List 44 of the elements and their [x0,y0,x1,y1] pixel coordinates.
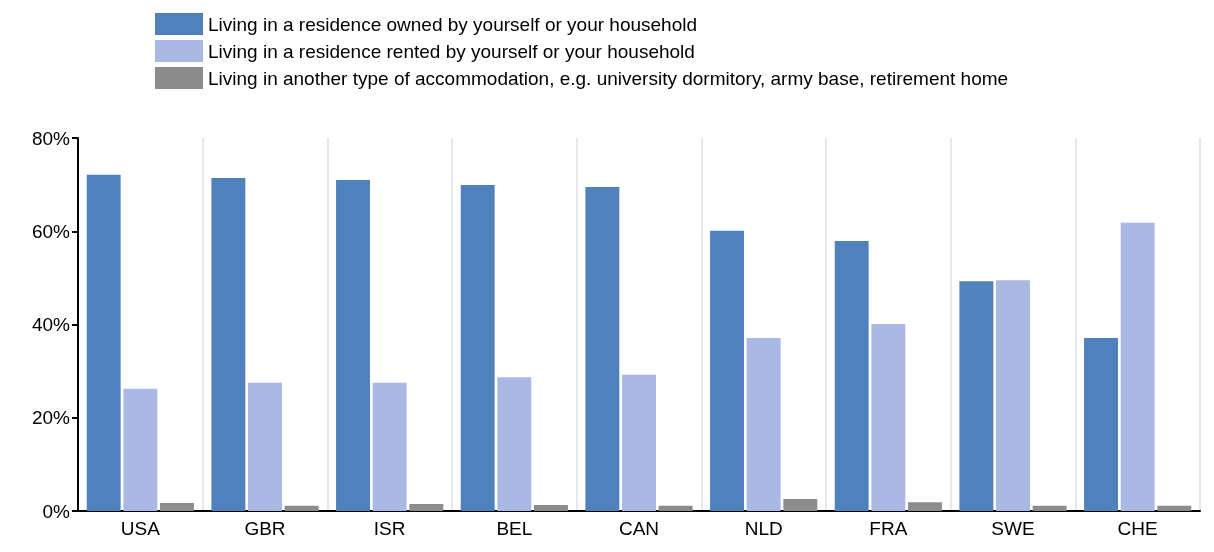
bar [871,324,906,511]
bar [710,230,744,511]
y-tick-label: 20% [31,407,71,429]
bar [908,502,942,511]
bar [372,382,407,511]
bar [783,498,818,511]
bar [1084,338,1118,511]
bar [160,503,194,511]
bar [996,280,1030,511]
bar [336,179,370,511]
x-tick-label: SWE [991,518,1035,539]
x-tick-label: NLD [744,518,783,539]
bar [248,382,282,511]
bar [497,377,532,511]
bar [86,174,121,511]
bar [409,504,444,511]
bar [585,186,620,511]
x-tick-label: FRA [869,518,908,539]
y-tick-label: 0% [42,500,71,522]
legend-label: Living in a residence owned by yourself or your household [208,13,698,35]
bar [1157,505,1192,511]
bar [123,388,158,511]
x-tick-label: GBR [244,518,286,539]
x-tick-label: CAN [618,518,660,539]
y-tick-label: 40% [31,314,71,335]
legend-label: Living in another type of accommodation, e.g. university dormitory, army base, retirement home [208,67,1009,89]
bar [658,505,693,511]
bar [834,241,869,511]
x-tick-label: CHE [1117,518,1158,539]
bar [622,374,656,511]
bar [746,338,781,511]
y-tick-label: 60% [31,220,71,242]
legend-label: Living in a residence rented by yourself or your household [208,40,695,62]
bar [1032,505,1067,511]
bar [959,281,994,511]
bar [534,504,568,511]
bar [211,178,246,511]
bar [284,505,319,511]
x-tick-label: ISR [373,518,406,539]
bar [460,185,495,511]
x-tick-label: USA [120,518,161,539]
y-tick-label: 80% [31,127,71,149]
bar [1120,222,1155,511]
x-tick-label: BEL [496,518,533,539]
